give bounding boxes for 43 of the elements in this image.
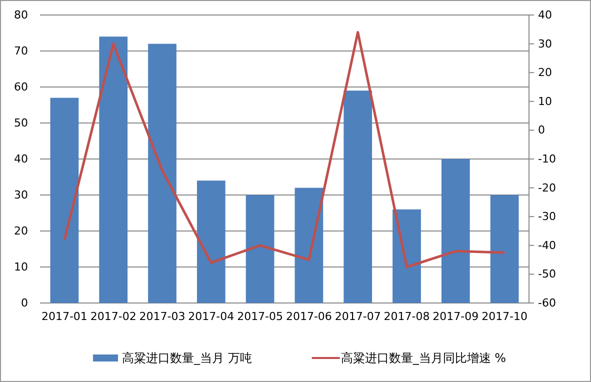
- bar: [99, 36, 128, 303]
- x-tick-label: 2017-03: [139, 310, 186, 323]
- x-tick-label: 2017-05: [237, 310, 284, 323]
- y2-tick-label: -10: [538, 152, 556, 166]
- legend-label: 高粱进口数量_当月 万吨: [122, 351, 252, 365]
- x-tick-label: 2017-07: [334, 310, 381, 323]
- bar: [441, 159, 470, 303]
- x-tick-label: 2017-09: [432, 310, 479, 323]
- bar: [50, 98, 79, 303]
- y-tick-label: 20: [14, 224, 28, 238]
- bar: [344, 90, 372, 303]
- bar: [294, 188, 324, 303]
- y-tick-label: 50: [14, 116, 28, 130]
- x-tick-label: 2017-06: [286, 310, 332, 323]
- y2-tick-label: -20: [538, 181, 556, 194]
- bar: [392, 209, 421, 303]
- x-tick-label: 2017-10: [482, 310, 528, 323]
- bar: [196, 180, 226, 303]
- y2-tick-label: 40: [538, 8, 552, 22]
- y2-tick-label: -30: [538, 210, 556, 224]
- y-tick-label: 60: [14, 80, 28, 94]
- line-series: [63, 31, 506, 268]
- y2-tick-label: -60: [538, 296, 556, 310]
- y-tick-label: 40: [14, 152, 28, 166]
- y2-tick-label: 0: [538, 124, 545, 137]
- bar: [490, 195, 519, 303]
- bar: [246, 195, 274, 303]
- y-tick-label: 30: [14, 188, 28, 202]
- x-tick-label: 2017-02: [90, 310, 136, 323]
- x-tick-label: 2017-04: [188, 310, 234, 323]
- y2-tick-label: -50: [538, 268, 556, 281]
- x-tick-label: 2017-01: [41, 310, 88, 323]
- y-tick-label: 70: [14, 44, 28, 58]
- y2-tick-label: -40: [538, 238, 556, 252]
- y2-tick-label: 10: [538, 94, 552, 108]
- y-tick-label: 0: [21, 296, 28, 310]
- y2-tick-label: 20: [538, 66, 552, 80]
- legend-label: 高粱进口数量_当月同比增速 %: [340, 351, 506, 365]
- y-tick-label: 10: [14, 260, 28, 274]
- bar: [148, 44, 176, 303]
- x-tick-label: 2017-08: [384, 310, 430, 323]
- y-tick-label: 80: [14, 8, 28, 22]
- y2-tick-label: 30: [538, 37, 552, 50]
